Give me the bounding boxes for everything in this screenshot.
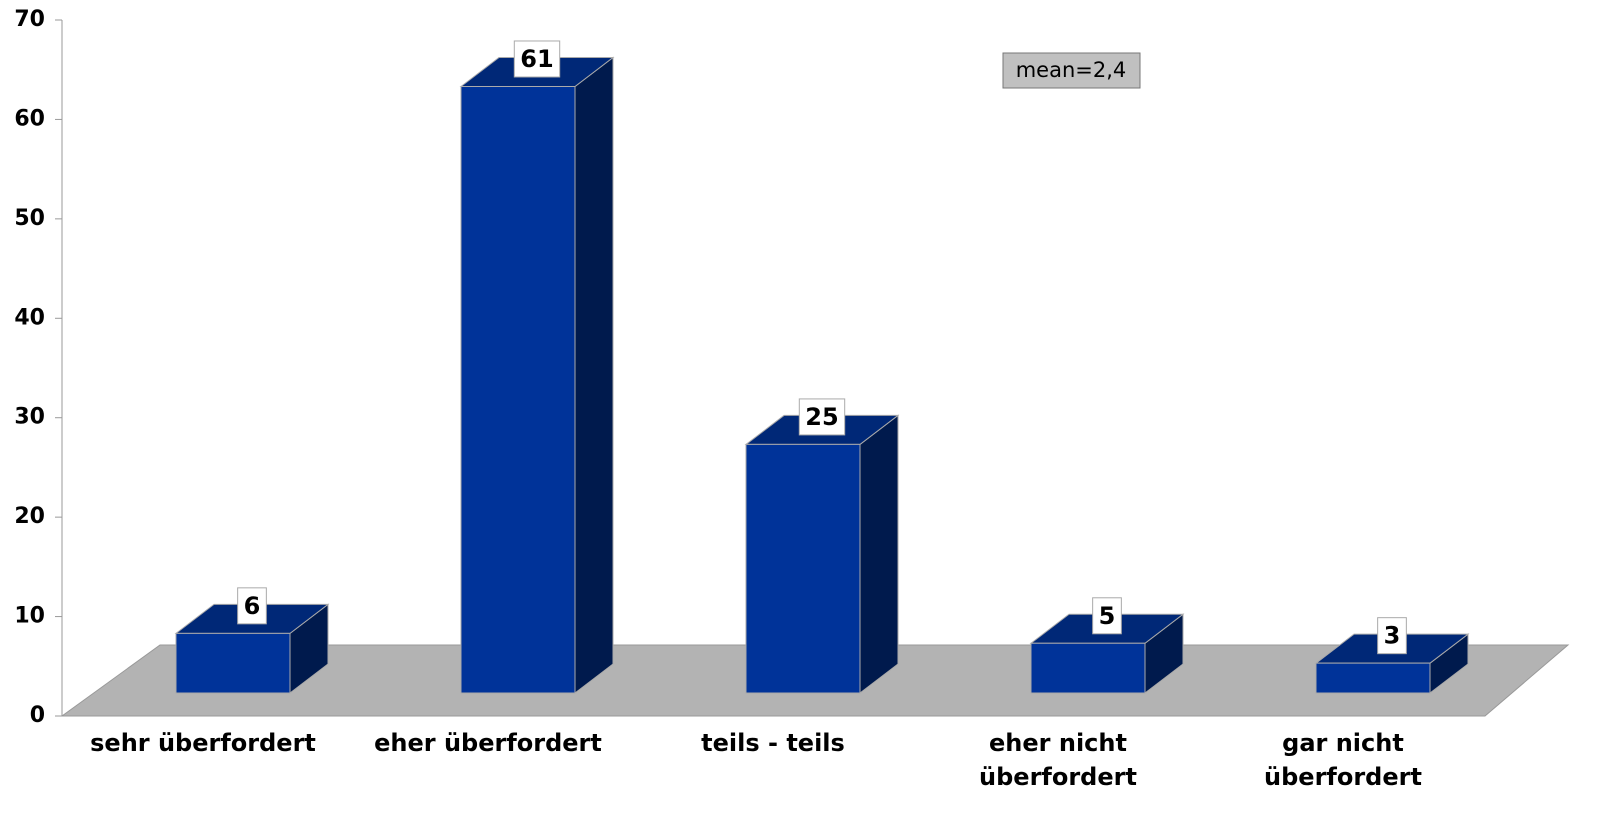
y-tick-label: 30 (14, 405, 45, 430)
bar-front (460, 85, 576, 694)
y-tick-label: 50 (14, 206, 45, 231)
x-tick-label: sehr überfordert (90, 729, 316, 757)
value-label: 25 (805, 403, 838, 431)
x-tick-label: eher überfordert (374, 729, 602, 757)
y-tick-label: 40 (14, 305, 45, 330)
value-label: 6 (244, 592, 261, 620)
y-tick-label: 70 (14, 7, 45, 32)
bar (459, 56, 615, 695)
value-label-box (1092, 597, 1122, 635)
y-tick-label: 60 (14, 106, 45, 131)
x-tick-label: teils - teils (701, 729, 845, 757)
y-tick-label: 10 (14, 604, 45, 629)
value-label-box (798, 398, 846, 436)
annotation-box (1002, 52, 1141, 89)
value-label: 61 (520, 45, 553, 73)
value-label-box (513, 40, 561, 78)
bar-front (1315, 662, 1431, 694)
value-label: 5 (1099, 602, 1116, 630)
bar-front (745, 443, 861, 694)
annotation: mean=2,4 (1016, 58, 1127, 82)
value-label-box (237, 587, 267, 625)
bar-side (574, 56, 614, 695)
y-tick-label: 20 (14, 504, 45, 529)
bar-front (1030, 642, 1146, 694)
value-label-box (1377, 617, 1407, 655)
bar (744, 414, 900, 695)
bar-side (859, 414, 899, 695)
y-tick-label: 0 (30, 703, 45, 728)
x-tick-label: eher nicht überfordert (979, 729, 1137, 791)
bar-front (175, 632, 291, 694)
x-tick-label: gar nicht überfordert (1264, 729, 1422, 791)
value-label: 3 (1384, 622, 1401, 650)
